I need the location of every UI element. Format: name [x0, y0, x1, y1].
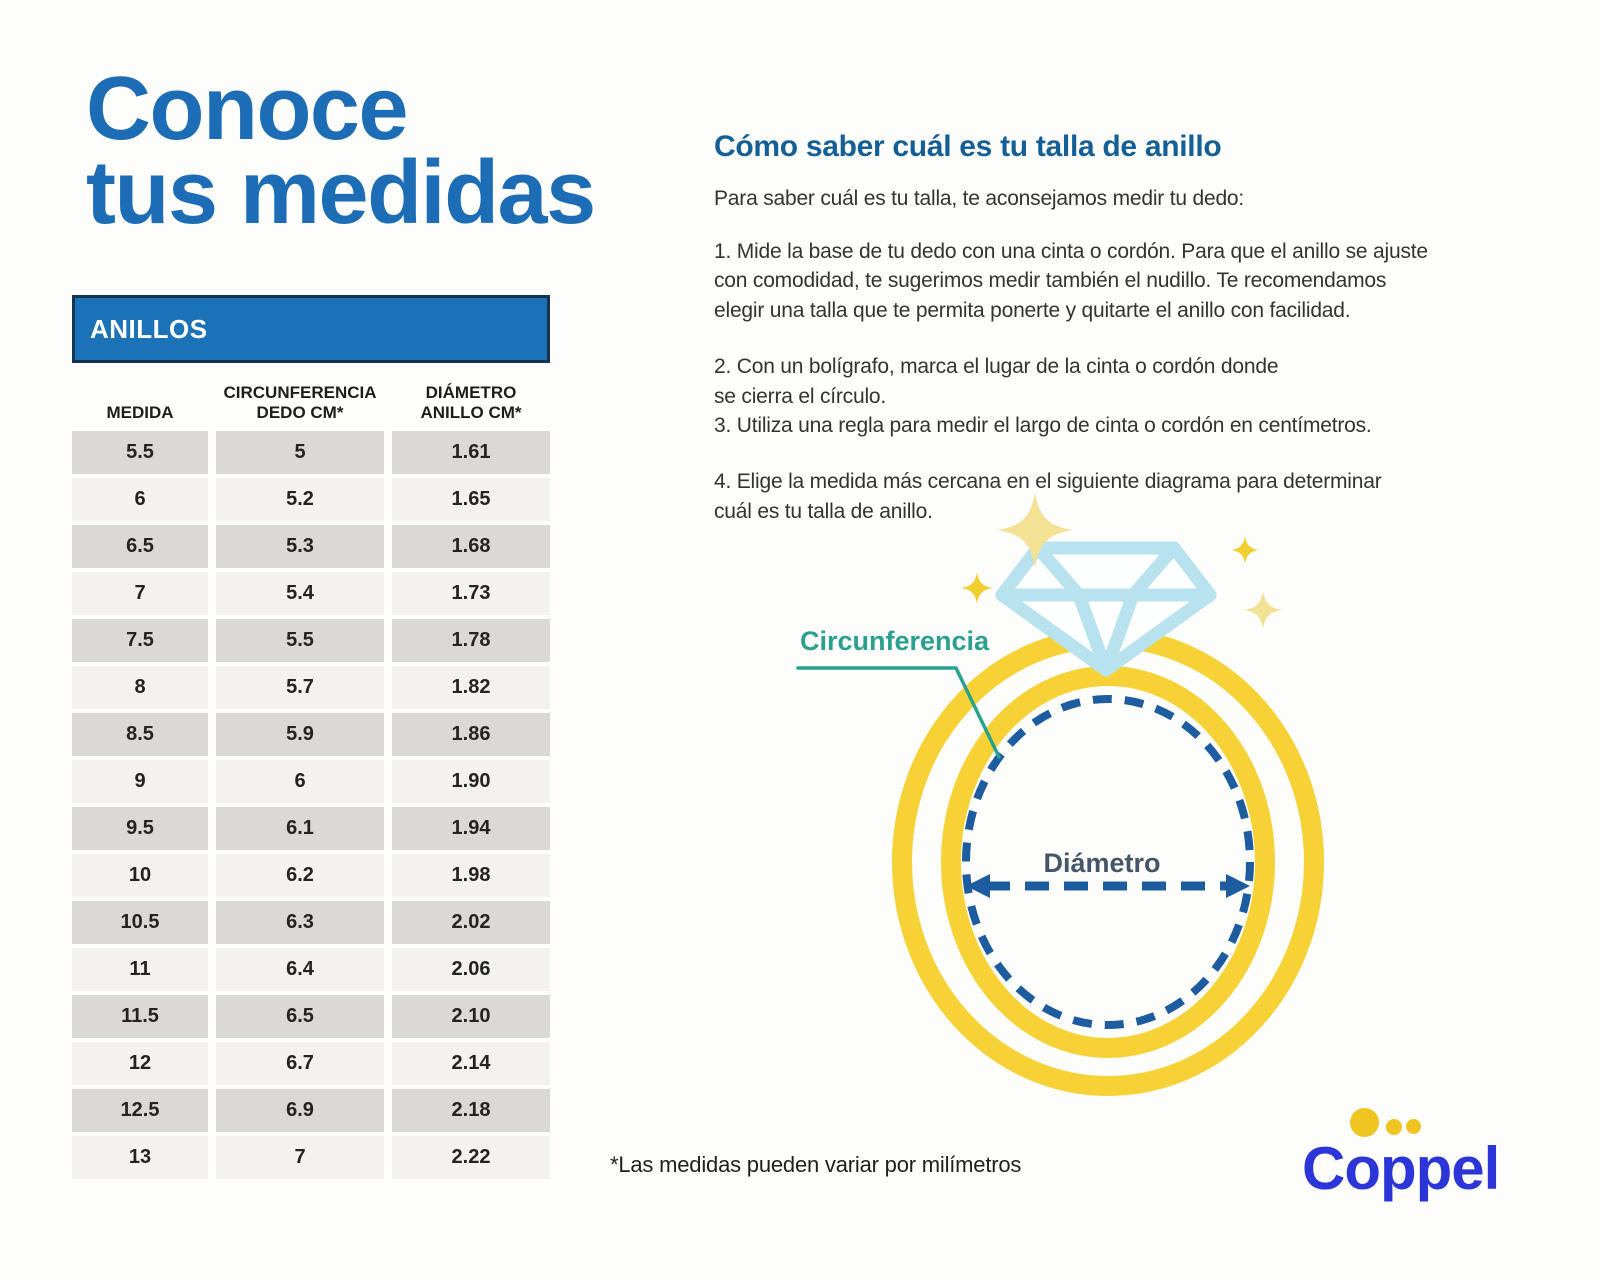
instruction-step-3: 3. Utiliza una regla para medir el largo… — [714, 413, 1372, 437]
column-header-circunferencia: CIRCUNFERENCIA DEDO CM* — [223, 382, 377, 422]
instructions-heading: Cómo saber cuál es tu talla de anillo — [714, 130, 1222, 163]
table-cell: 2.06 — [392, 948, 550, 991]
table-cell: 10 — [72, 854, 208, 897]
logo-dot-large — [1350, 1108, 1379, 1137]
table-cell: 1.90 — [392, 760, 550, 803]
circumference-dashed-circle — [962, 695, 1254, 1029]
table-cell: 13 — [72, 1136, 208, 1179]
table-cell: 5.3 — [216, 525, 384, 568]
table-cell: 2.10 — [392, 995, 550, 1038]
instructions-intro: Para saber cuál es tu talla, te aconseja… — [714, 187, 1245, 210]
table-cell: 1.82 — [392, 666, 550, 709]
table-cell: 9.5 — [72, 807, 208, 850]
table-cell: 7.5 — [72, 619, 208, 662]
table-cell: 1.78 — [392, 619, 550, 662]
table-cell: 5.7 — [216, 666, 384, 709]
table-cell: 2.02 — [392, 901, 550, 944]
table-cell: 5.9 — [216, 713, 384, 756]
footnote: *Las medidas pueden variar por milímetro… — [610, 1152, 1022, 1177]
diameter-arrowhead-left — [966, 874, 990, 898]
table-cell: 5.2 — [216, 478, 384, 521]
instructions-panel: Cómo saber cuál es tu talla de anillo Pa… — [714, 130, 1514, 526]
page-title-line2: tus medidas — [86, 142, 596, 243]
table-cell: 6 — [216, 760, 384, 803]
page-title: Conoce tus medidas — [86, 59, 596, 243]
table-cell: 1.61 — [392, 431, 550, 474]
table-cell: 6.3 — [216, 901, 384, 944]
table-cell: 2.18 — [392, 1089, 550, 1132]
table-cell: 7 — [72, 572, 208, 615]
table-column-headers: MEDIDA CIRCUNFERENCIA DEDO CM* DIÁMETRO … — [72, 369, 550, 429]
page-title-line1: Conoce — [86, 59, 409, 159]
table-cell: 5 — [216, 431, 384, 474]
table-cell: 1.73 — [392, 572, 550, 615]
instruction-step-4: 4. Elige la medida más cercana en el sig… — [714, 470, 1382, 523]
size-table: ANILLOS MEDIDA CIRCUNFERENCIA DEDO CM* D… — [72, 295, 550, 1179]
logo-dot-small — [1406, 1119, 1421, 1134]
table-cell: 6.7 — [216, 1042, 384, 1085]
table-cell: 6.5 — [72, 525, 208, 568]
instruction-step-1: 1. Mide la base de tu dedo con una cinta… — [714, 240, 1428, 322]
circumference-callout-line — [796, 666, 1001, 759]
coppel-logo: Coppel — [1298, 1092, 1518, 1222]
table-cell: 5.5 — [216, 619, 384, 662]
table-cell: 12.5 — [72, 1089, 208, 1132]
table-header-label: ANILLOS — [90, 313, 208, 344]
table-cell: 6 — [72, 478, 208, 521]
diameter-arrowhead-right — [1226, 874, 1250, 898]
diameter-label: Diámetro — [1043, 848, 1160, 878]
table-cell: 11 — [72, 948, 208, 991]
table-cell: 11.5 — [72, 995, 208, 1038]
table-cell: 1.65 — [392, 478, 550, 521]
table-cell: 6.2 — [216, 854, 384, 897]
table-cell: 8 — [72, 666, 208, 709]
table-header-bar: ANILLOS — [72, 295, 550, 363]
table-cell: 6.1 — [216, 807, 384, 850]
table-cell: 10.5 — [72, 901, 208, 944]
table-cell: 6.4 — [216, 948, 384, 991]
instruction-step-2: 2. Con un bolígrafo, marca el lugar de l… — [714, 355, 1279, 408]
table-cell: 1.98 — [392, 854, 550, 897]
size-table-body: 5.5 5 1.61 6 5.2 1.65 6.5 5.3 1.68 7 5.4 1.73 7.5 5.5… — [72, 431, 550, 1179]
table-cell: 1.86 — [392, 713, 550, 756]
table-cell: 1.94 — [392, 807, 550, 850]
table-cell: 2.22 — [392, 1136, 550, 1179]
logo-wordmark: Coppel — [1302, 1135, 1500, 1202]
table-cell: 7 — [216, 1136, 384, 1179]
table-cell: 8.5 — [72, 713, 208, 756]
table-cell: 6.9 — [216, 1089, 384, 1132]
diamond-icon — [995, 541, 1217, 677]
table-cell: 6.5 — [216, 995, 384, 1038]
table-cell: 9 — [72, 760, 208, 803]
table-cell: 2.14 — [392, 1042, 550, 1085]
table-cell: 12 — [72, 1042, 208, 1085]
table-cell: 5.5 — [72, 431, 208, 474]
circumference-label: Circunferencia — [800, 626, 990, 656]
table-cell: 5.4 — [216, 572, 384, 615]
column-header-diametro: DIÁMETRO ANILLO CM* — [420, 382, 522, 422]
table-cell: 1.68 — [392, 525, 550, 568]
sparkle-icon — [961, 492, 1282, 629]
logo-dot-medium — [1386, 1119, 1402, 1135]
ring-diagram: Diámetro Circunferencia — [796, 492, 1324, 1096]
column-header-medida: MEDIDA — [106, 402, 174, 422]
